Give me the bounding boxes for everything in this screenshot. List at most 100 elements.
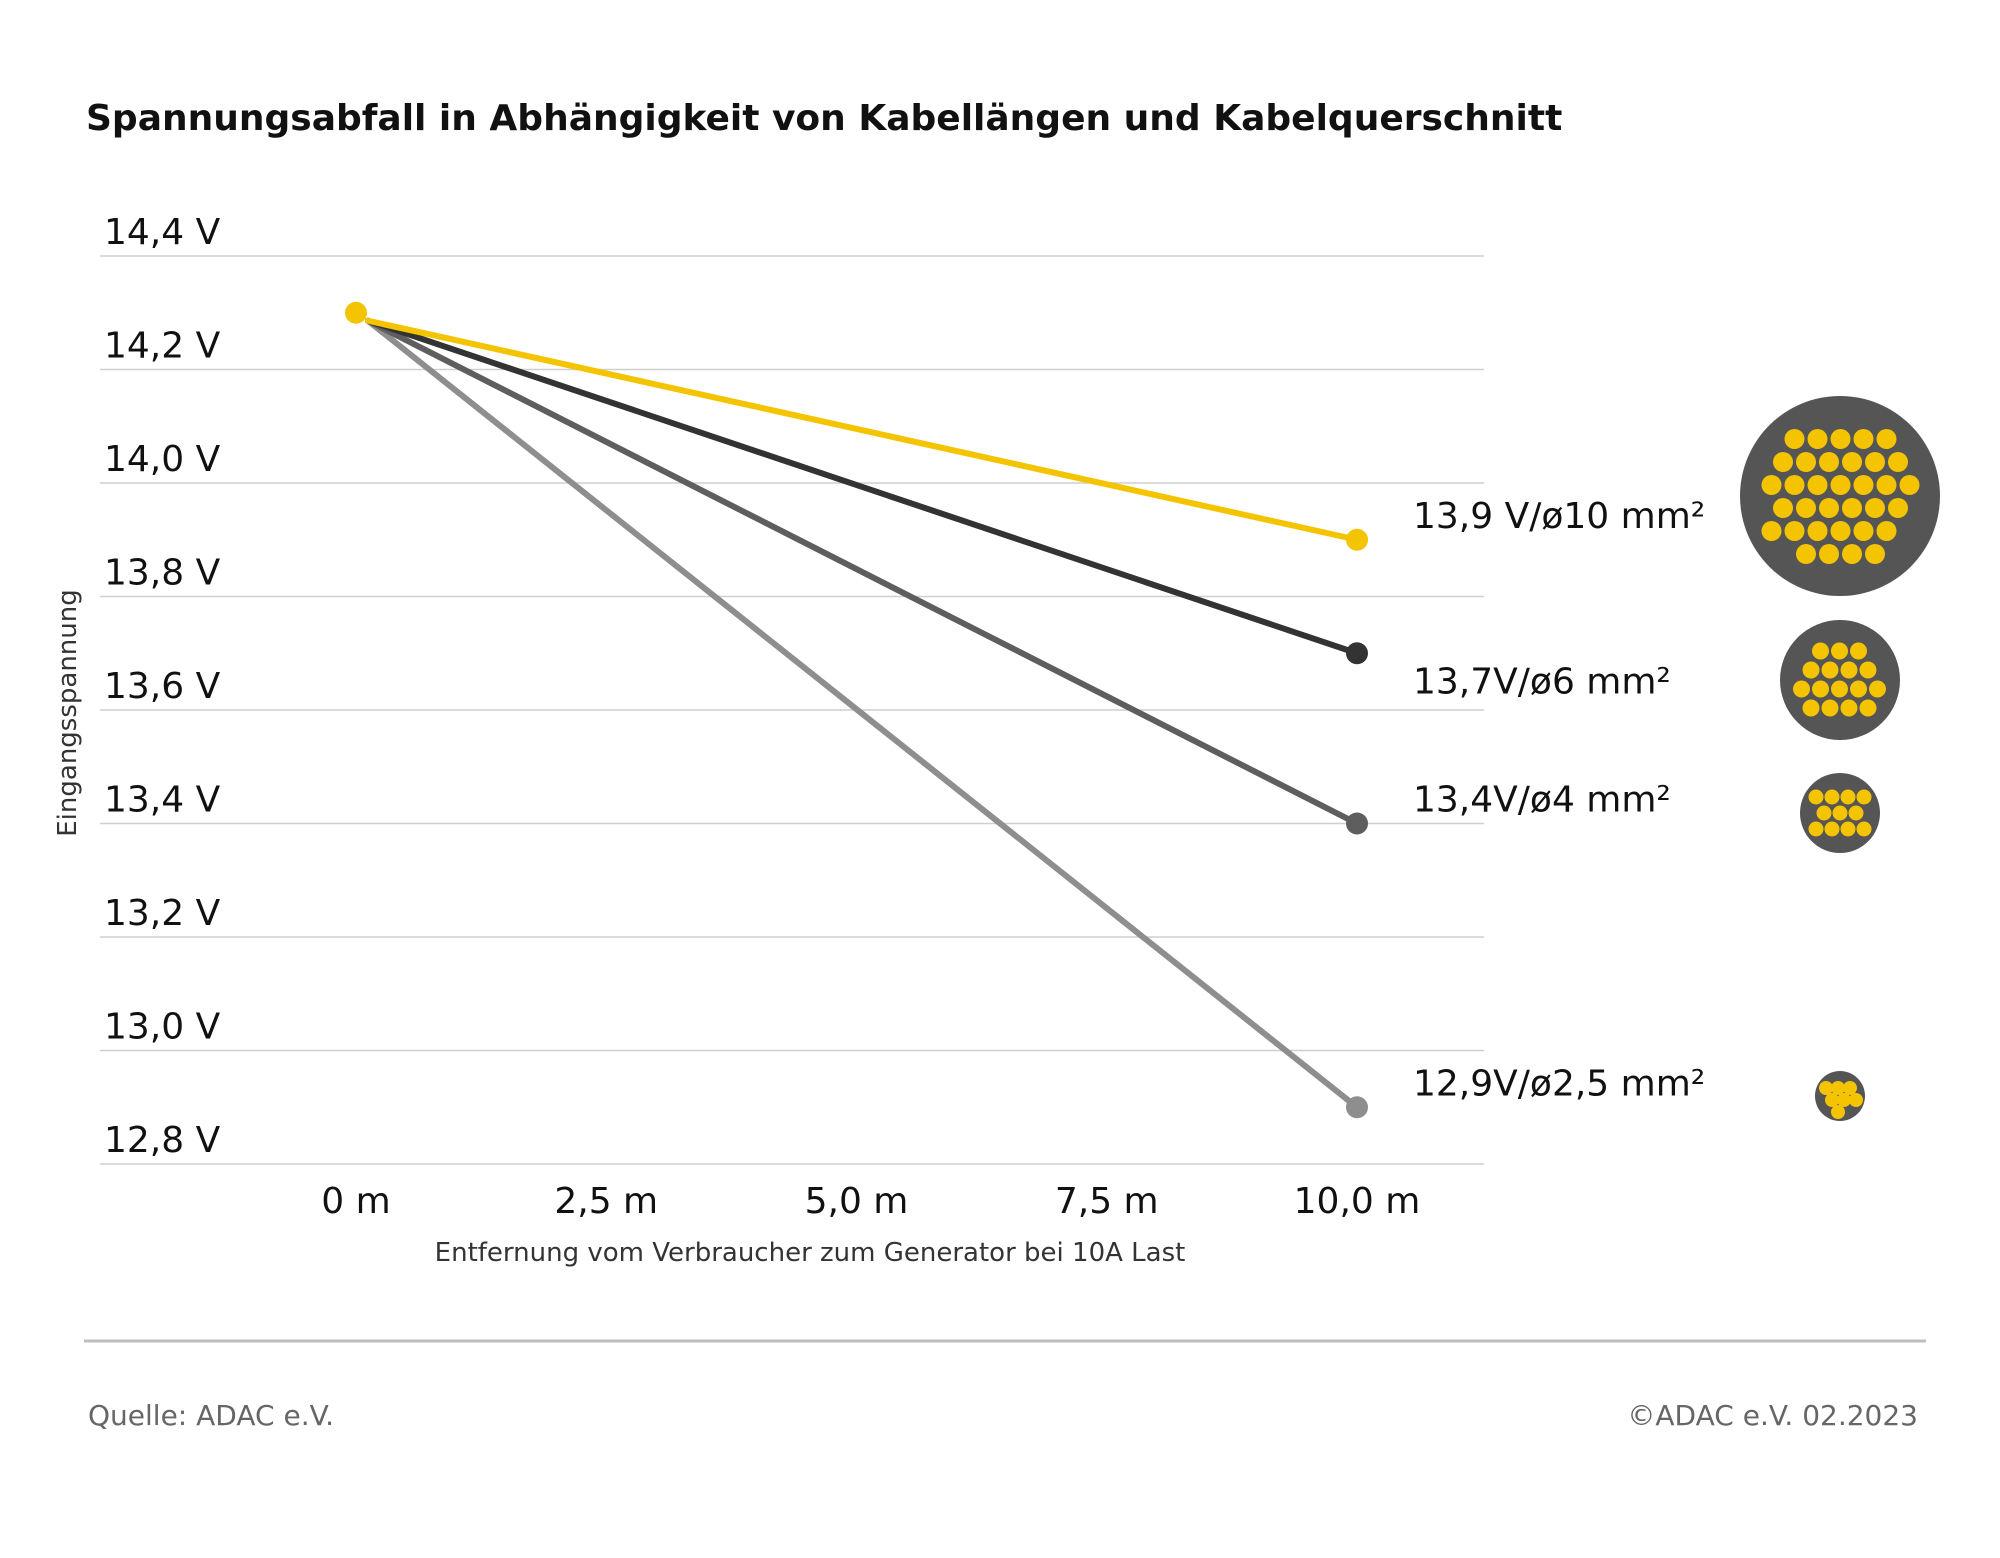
chart-title: Spannungsabfall in Abhängigkeit von Kabe… <box>86 98 1562 139</box>
cable-wire <box>1824 821 1840 837</box>
cable-wire <box>1793 680 1810 698</box>
cable-wire <box>1819 452 1839 472</box>
y-tick-label: 13,0 V <box>104 1007 221 1048</box>
cable-wire <box>1856 789 1872 805</box>
cable-cross-section-icon <box>1800 773 1880 853</box>
cable-wire <box>1819 544 1839 564</box>
y-tick-label: 14,2 V <box>104 326 221 367</box>
cable-wire <box>1816 805 1832 821</box>
series-line <box>365 317 1360 827</box>
source-text: Quelle: ADAC e.V. <box>88 1399 334 1432</box>
x-tick-label: 10,0 m <box>1294 1181 1421 1222</box>
cable-wire <box>1830 429 1851 449</box>
y-tick-label: 12,8 V <box>104 1120 221 1161</box>
cable-wire <box>1821 699 1839 717</box>
cable-wire <box>1865 498 1885 518</box>
cable-wire <box>1888 498 1908 518</box>
cable-wire <box>1824 789 1840 805</box>
cable-wire <box>1819 1081 1833 1095</box>
cable-wire <box>1812 680 1829 698</box>
cable-wire <box>1888 452 1908 472</box>
series-start-point <box>345 301 367 324</box>
series-end-point <box>1346 642 1368 665</box>
x-tick-label: 2,5 m <box>554 1181 658 1222</box>
series-lines <box>365 317 1360 1111</box>
cable-wire <box>1808 789 1824 805</box>
cable-wire <box>1773 498 1793 518</box>
cable-wire <box>1876 429 1897 449</box>
cable-wire <box>1807 521 1828 541</box>
cable-wire <box>1876 521 1897 541</box>
cable-cross-section-icon <box>1815 1071 1865 1121</box>
series-line <box>365 317 1360 1111</box>
cable-wire <box>1784 429 1805 449</box>
copyright-text: ©ADAC e.V. 02.2023 <box>1627 1399 1918 1432</box>
y-tick-label: 13,6 V <box>104 666 221 707</box>
cable-wire <box>1899 475 1920 495</box>
cable-wire <box>1831 1105 1845 1119</box>
cable-wire <box>1850 680 1867 698</box>
series-end-point <box>1346 1096 1368 1119</box>
y-axis-label: Eingangsspannung <box>53 589 83 837</box>
x-tick-label: 0 m <box>321 1181 390 1222</box>
cable-wire <box>1865 452 1885 472</box>
cable-wire <box>1853 429 1874 449</box>
cable-wire <box>1796 544 1816 564</box>
y-tick-label: 14,4 V <box>104 212 221 253</box>
series-labels: 13,9 V/ø10 mm² 13,7V/ø6 mm² 13,4V/ø4 mm² 12… <box>1413 496 1705 1105</box>
series-end-point <box>1346 812 1368 835</box>
cable-wire <box>1796 498 1816 518</box>
y-tick-label: 13,2 V <box>104 893 221 934</box>
cable-wire <box>1831 1081 1845 1095</box>
cable-wire <box>1859 661 1877 679</box>
y-axis-ticks: 14,4 V 14,2 V 14,0 V 13,8 V 13,6 V 13,4 V 13,2… <box>104 212 221 1161</box>
cable-wire <box>1840 699 1858 717</box>
cable-cross-section-icon <box>1740 396 1940 596</box>
x-tick-label: 5,0 m <box>805 1181 909 1222</box>
cable-wire <box>1761 521 1782 541</box>
series-label: 13,9 V/ø10 mm² <box>1413 496 1705 537</box>
y-tick-label: 13,4 V <box>104 780 221 821</box>
cable-sheath <box>1740 396 1940 596</box>
cable-wire <box>1807 475 1828 495</box>
cable-icons <box>1740 396 1940 1121</box>
cable-wire <box>1830 475 1851 495</box>
cable-cross-section-icon <box>1780 620 1900 740</box>
cable-wire <box>1842 498 1862 518</box>
cable-sheath <box>1780 620 1900 740</box>
cable-wire <box>1796 452 1816 472</box>
cable-wire <box>1830 521 1851 541</box>
cable-wire <box>1802 661 1820 679</box>
cable-wire <box>1784 475 1805 495</box>
cable-wire <box>1849 1093 1863 1107</box>
cable-wire <box>1831 642 1848 660</box>
cable-wire <box>1761 475 1782 495</box>
cable-wire <box>1773 452 1793 472</box>
y-tick-label: 14,0 V <box>104 439 221 480</box>
series-points <box>345 301 1368 1119</box>
cable-wire <box>1825 1093 1839 1107</box>
x-axis-ticks: 0 m 2,5 m 5,0 m 7,5 m 10,0 m <box>321 1181 1420 1222</box>
cable-wire <box>1837 1093 1851 1107</box>
cable-wire <box>1840 661 1858 679</box>
series-line <box>365 317 1360 543</box>
cable-wire <box>1869 680 1886 698</box>
cable-wire <box>1812 642 1829 660</box>
series-label: 13,4V/ø4 mm² <box>1413 780 1671 821</box>
cable-wire <box>1840 789 1856 805</box>
cable-wire <box>1865 544 1885 564</box>
cable-wire <box>1831 680 1848 698</box>
cable-wire <box>1850 642 1867 660</box>
cable-wire <box>1876 475 1897 495</box>
x-axis-label: Entfernung vom Verbraucher zum Generator… <box>435 1238 1186 1268</box>
cable-wire <box>1807 429 1828 449</box>
cable-wire <box>1848 805 1864 821</box>
cable-wire <box>1821 661 1839 679</box>
cable-wire <box>1840 821 1856 837</box>
series-label: 12,9V/ø2,5 mm² <box>1413 1063 1705 1104</box>
series-end-point <box>1346 528 1368 551</box>
grid-lines <box>100 255 1484 1165</box>
cable-wire <box>1853 521 1874 541</box>
cable-wire <box>1842 452 1862 472</box>
